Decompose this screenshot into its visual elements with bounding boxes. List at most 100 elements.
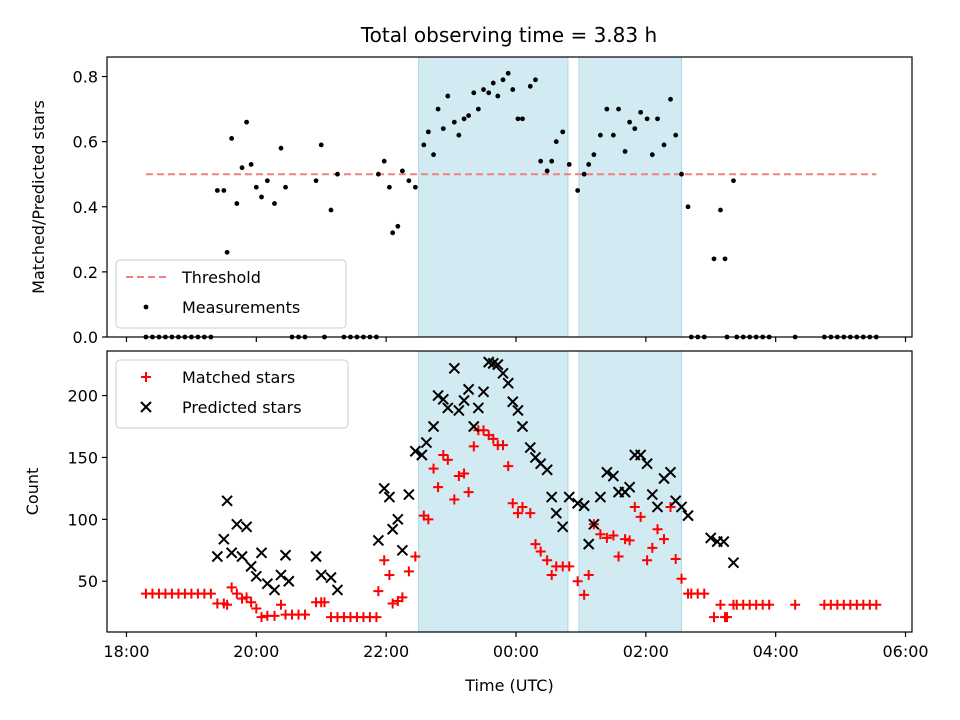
predicted-stars-point: [578, 500, 590, 512]
matched-stars-point: [231, 588, 242, 599]
predicted-stars-point: [283, 575, 295, 587]
measurement-point: [500, 77, 506, 83]
matched-stars-point: [665, 501, 676, 512]
matched-stars-point: [708, 612, 719, 623]
predicted-stars-point: [634, 449, 647, 461]
matched-stars-point: [659, 534, 670, 545]
measurement-point: [283, 184, 288, 190]
matched-stars-point: [583, 570, 594, 581]
predicted-stars-point: [275, 569, 287, 581]
matched-stars-point: [676, 573, 687, 584]
predicted-stars-point: [545, 491, 558, 503]
matched-stars-point: [379, 555, 390, 566]
measurement-point: [461, 116, 467, 122]
measurement-point: [510, 87, 516, 92]
measurement-point: [471, 90, 477, 96]
legend-measurement-swatch: [143, 304, 149, 310]
y-tick-label: 0.6: [73, 133, 98, 152]
measurement-point: [412, 184, 418, 190]
predicted-stars-point: [727, 556, 740, 569]
plot-frame: [106, 350, 913, 633]
x-tick-label: 00:00: [493, 642, 539, 661]
measurement-point: [395, 223, 401, 229]
measurement-point: [638, 109, 644, 115]
legend-box: [115, 259, 347, 329]
measurement-point: [610, 132, 616, 138]
measurement-point: [560, 129, 566, 135]
predicted-stars-point: [682, 509, 694, 522]
predicted-stars-point: [437, 393, 449, 405]
matched-stars-point: [572, 576, 583, 587]
predicted-stars-point: [396, 544, 409, 557]
measurement-point: [632, 126, 638, 132]
predicted-stars-point: [718, 535, 730, 548]
measurement-point: [229, 135, 235, 141]
matched-stars-point: [530, 539, 541, 550]
legend-matched-swatch: [141, 372, 151, 382]
predicted-stars-point: [386, 523, 399, 535]
predicted-stars-point: [550, 507, 562, 519]
predicted-stars-point: [651, 501, 664, 513]
measurement-point: [481, 87, 486, 92]
predicted-stars-point: [240, 521, 253, 533]
measurement-point: [234, 201, 240, 206]
measurement-point: [456, 132, 462, 138]
predicted-stars-point: [432, 389, 444, 402]
matched-stars-point: [613, 551, 624, 562]
predicted-stars-point: [372, 534, 385, 547]
matched-stars-point: [670, 553, 681, 564]
legend-predicted-swatch: [140, 401, 152, 413]
predicted-stars-point: [420, 436, 433, 449]
predicted-stars-point: [245, 560, 257, 573]
y-axis-label: Matched/Predicted stars: [29, 100, 48, 294]
matched-stars-point: [624, 535, 635, 546]
measurement-point: [604, 106, 610, 112]
measurement-point: [591, 152, 597, 158]
predicted-stars-point: [268, 584, 281, 596]
matched-stars-point: [721, 612, 732, 623]
measurement-point: [655, 116, 660, 122]
predicted-stars-point: [211, 550, 224, 563]
y-tick-label: 200: [67, 387, 98, 406]
x-tick-label: 18:00: [103, 642, 149, 661]
measurement-point: [544, 168, 550, 174]
matched-stars-point: [423, 514, 434, 525]
y-tick-label: 0.8: [73, 68, 98, 87]
measurement-point: [679, 171, 684, 177]
measurement-point: [399, 168, 405, 174]
matched-stars-point: [635, 511, 646, 522]
predicted-stars-point: [409, 445, 422, 457]
predicted-stars-point: [477, 386, 490, 398]
predicted-stars-point: [524, 441, 536, 454]
measurement-point: [538, 158, 544, 164]
matched-stars-point: [226, 582, 237, 593]
legend: Threshold Measurements: [115, 259, 347, 329]
matched-stars-point: [241, 592, 252, 603]
measurement-point: [451, 119, 457, 125]
matched-stars-point: [410, 551, 421, 562]
matched-stars-point: [256, 612, 267, 623]
matched-stars-point: [764, 599, 775, 610]
predicted-stars-point: [594, 491, 607, 503]
predicted-stars-point: [392, 513, 404, 526]
y-tick-label: 100: [67, 510, 98, 529]
measurement-point: [318, 142, 324, 148]
measurement-point: [597, 132, 603, 138]
matched-stars-point: [251, 603, 262, 614]
y-axis-label: Count: [23, 468, 42, 516]
measurement-point: [673, 132, 679, 138]
predicted-stars-point: [231, 518, 243, 531]
matched-stars-point: [546, 570, 557, 581]
predicted-stars-point: [468, 420, 480, 433]
measurement-point: [313, 178, 319, 184]
measurement-point: [425, 129, 431, 135]
legend-label: Matched stars: [182, 368, 295, 387]
observing-window-band: [418, 56, 569, 338]
predicted-stars-point: [582, 538, 595, 550]
measurement-point: [435, 106, 441, 112]
measurement-point: [553, 139, 559, 145]
matched-stars-point: [715, 599, 726, 610]
measurement-point: [622, 149, 628, 154]
measurement-point: [421, 142, 427, 148]
